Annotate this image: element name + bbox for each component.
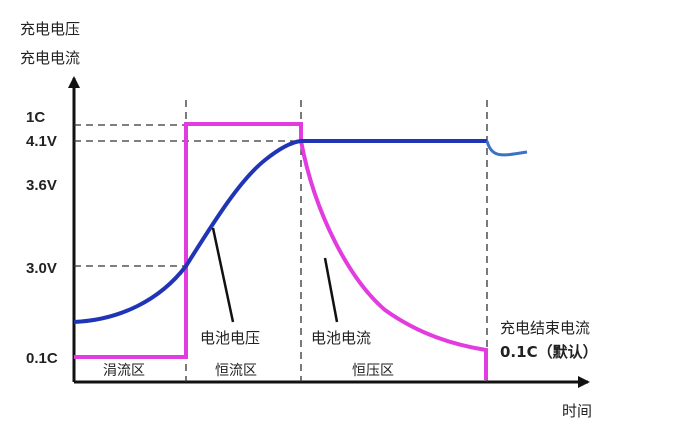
tick-3-6v: 3.6V xyxy=(26,177,57,194)
zone-constant-voltage: 恒压区 xyxy=(352,363,394,379)
end-current-value: 0.1C（默认） xyxy=(500,343,598,361)
voltage-pointer xyxy=(211,227,235,323)
voltage-curve xyxy=(73,139,487,324)
voltage-label: 电池电压 xyxy=(200,329,260,347)
zone-trickle: 涓流区 xyxy=(103,363,145,379)
tick-4-1v: 4.1V xyxy=(26,133,57,150)
end-current-label: 充电结束电流 xyxy=(500,319,590,337)
current-pointer xyxy=(323,257,339,323)
tick-0-1c: 0.1C xyxy=(26,350,58,367)
x-axis-title: 时间 xyxy=(562,402,592,420)
y-axis-title-voltage: 充电电压 xyxy=(20,20,80,38)
tick-1c: 1C xyxy=(26,109,45,126)
current-curve xyxy=(74,122,488,380)
zone-constant-current: 恒流区 xyxy=(215,363,257,379)
y-axis-title-current: 充电电流 xyxy=(20,49,80,67)
voltage-tail-curve xyxy=(485,140,528,157)
current-label: 电池电流 xyxy=(311,329,371,347)
tick-3-0v: 3.0V xyxy=(26,260,57,277)
